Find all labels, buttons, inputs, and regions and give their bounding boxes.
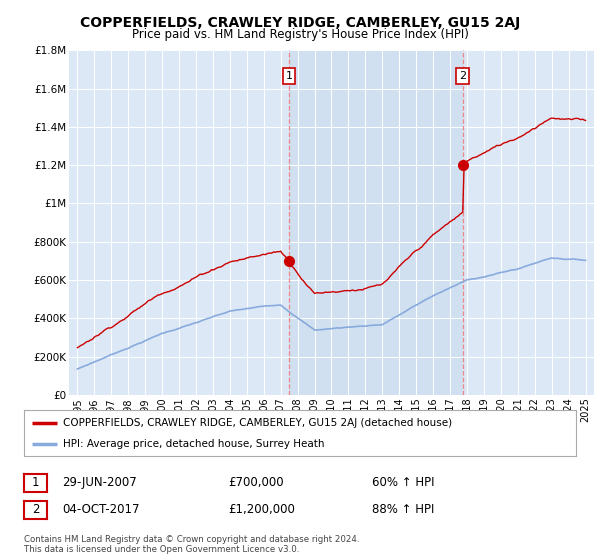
Text: 29-JUN-2007: 29-JUN-2007 xyxy=(62,476,137,489)
Text: Price paid vs. HM Land Registry's House Price Index (HPI): Price paid vs. HM Land Registry's House … xyxy=(131,28,469,41)
Text: 2: 2 xyxy=(459,71,466,81)
Text: Contains HM Land Registry data © Crown copyright and database right 2024.
This d: Contains HM Land Registry data © Crown c… xyxy=(24,535,359,554)
Text: 60% ↑ HPI: 60% ↑ HPI xyxy=(372,476,434,489)
Text: £700,000: £700,000 xyxy=(228,476,284,489)
Bar xyxy=(289,50,463,395)
Text: 1: 1 xyxy=(32,476,39,489)
Text: 1: 1 xyxy=(286,71,293,81)
Text: 2: 2 xyxy=(32,503,39,516)
Text: £1,200,000: £1,200,000 xyxy=(228,503,295,516)
Text: COPPERFIELDS, CRAWLEY RIDGE, CAMBERLEY, GU15 2AJ (detached house): COPPERFIELDS, CRAWLEY RIDGE, CAMBERLEY, … xyxy=(62,418,452,428)
Text: HPI: Average price, detached house, Surrey Heath: HPI: Average price, detached house, Surr… xyxy=(62,439,324,449)
Text: COPPERFIELDS, CRAWLEY RIDGE, CAMBERLEY, GU15 2AJ: COPPERFIELDS, CRAWLEY RIDGE, CAMBERLEY, … xyxy=(80,16,520,30)
Text: 04-OCT-2017: 04-OCT-2017 xyxy=(62,503,139,516)
Text: 88% ↑ HPI: 88% ↑ HPI xyxy=(372,503,434,516)
